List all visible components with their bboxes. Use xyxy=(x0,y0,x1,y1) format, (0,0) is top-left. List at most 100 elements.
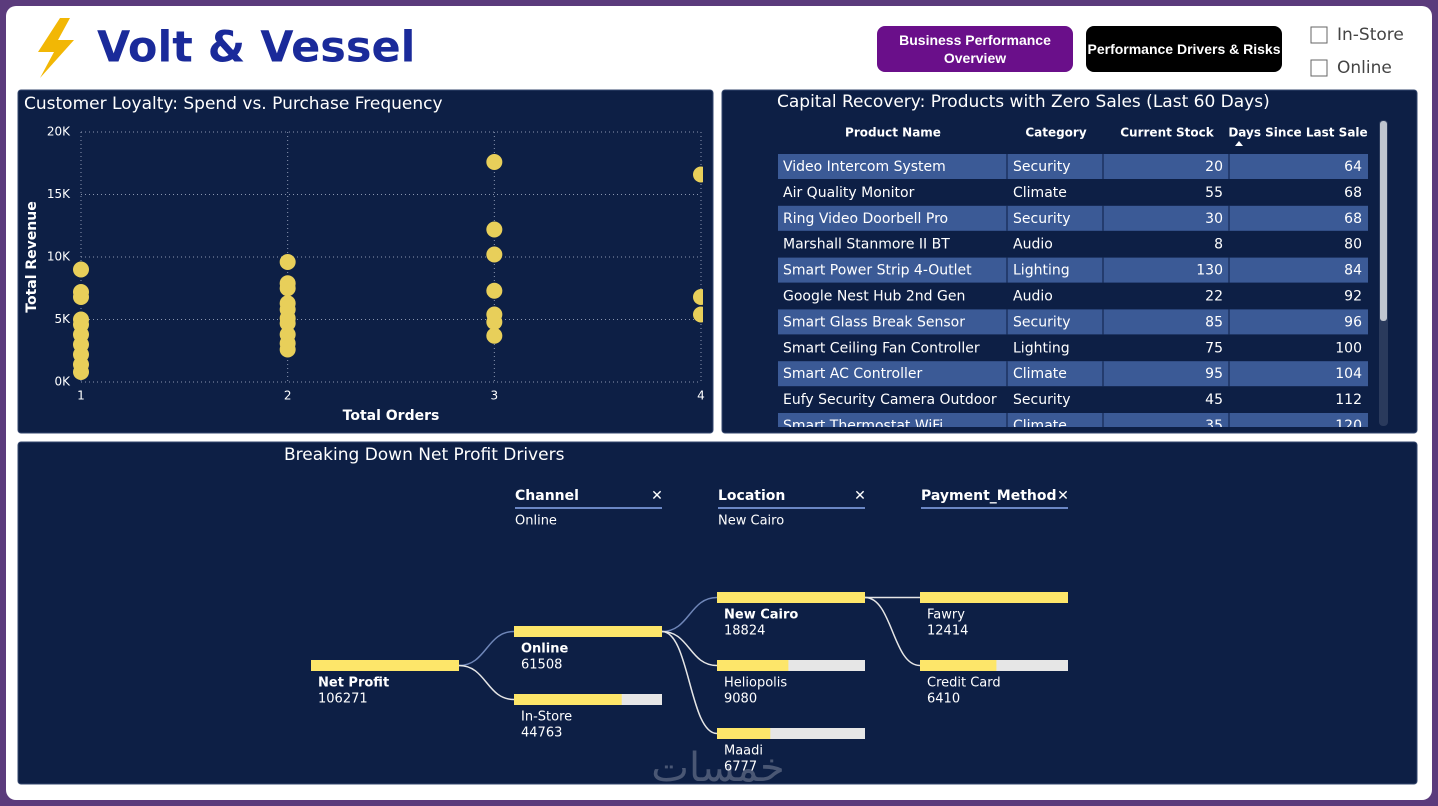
table-cell: 104 xyxy=(1335,366,1362,382)
node-label[interactable]: In-Store xyxy=(521,710,572,725)
nav-button[interactable] xyxy=(1086,26,1282,72)
node-label[interactable]: Heliopolis xyxy=(724,676,787,691)
level-selection: New Cairo xyxy=(718,514,784,529)
y-tick-label: 10K xyxy=(47,250,71,264)
column-header: Current Stock xyxy=(1120,126,1215,140)
nav-button-text[interactable]: Business Performance Overview xyxy=(877,26,1073,72)
table-cell: Ring Video Doorbell Pro xyxy=(783,211,948,227)
node-label[interactable]: New Cairo xyxy=(724,608,798,623)
table-cell: 84 xyxy=(1344,263,1362,279)
tree-link xyxy=(864,596,921,667)
table-cell: 120 xyxy=(1335,418,1362,434)
table-cell: Air Quality Monitor xyxy=(783,185,915,201)
y-axis-label: Total Revenue xyxy=(24,201,40,312)
tree-panel xyxy=(17,441,1418,785)
node-value: 44763 xyxy=(521,726,562,741)
bar xyxy=(717,728,771,739)
point xyxy=(73,289,89,305)
table-cell: Video Intercom System xyxy=(783,159,946,175)
nav-button[interactable] xyxy=(877,26,1073,72)
point xyxy=(486,154,503,170)
node-label[interactable]: Fawry xyxy=(927,608,965,623)
level-remove[interactable]: ✕ xyxy=(854,488,866,504)
table-cell: Climate xyxy=(1013,418,1067,434)
table-cell: 30 xyxy=(1205,211,1223,227)
checkbox-label[interactable]: In-Store xyxy=(1337,25,1404,45)
tree-link xyxy=(661,630,718,667)
table-cell: 20 xyxy=(1205,159,1223,175)
scatter-panel xyxy=(17,89,714,434)
table-cell: 95 xyxy=(1205,366,1223,382)
point xyxy=(73,261,89,278)
point xyxy=(486,327,503,344)
bar xyxy=(514,626,662,637)
x-tick-label: 1 xyxy=(77,389,85,403)
row-stripe xyxy=(778,413,1368,427)
level-remove[interactable]: ✕ xyxy=(1057,488,1069,504)
y-tick-label: 0K xyxy=(54,375,71,389)
table-cell: 68 xyxy=(1344,211,1362,227)
table-cell: 68 xyxy=(1344,185,1362,201)
bar-track xyxy=(717,660,865,671)
point xyxy=(486,282,503,299)
node-label[interactable]: Net Profit xyxy=(318,676,389,691)
y-tick-label: 20K xyxy=(47,125,71,139)
node-label[interactable]: Credit Card xyxy=(927,676,1001,691)
nav-button-label[interactable]: Business Performance Overview xyxy=(899,32,1051,66)
table-cell: Lighting xyxy=(1013,263,1070,279)
table-cell: Smart Thermostat WiFi xyxy=(783,418,943,434)
checkbox-label[interactable]: Online xyxy=(1337,58,1392,78)
point xyxy=(279,254,296,270)
table-cell: Smart Ceiling Fan Controller xyxy=(783,340,980,356)
level-field: Location xyxy=(718,488,785,504)
table-cell: Smart Glass Break Sensor xyxy=(783,314,965,330)
table-title: Capital Recovery: Products with Zero Sal… xyxy=(777,92,1270,112)
point xyxy=(73,364,89,380)
table-cell: 64 xyxy=(1344,159,1362,175)
watermark: خمسات xyxy=(651,745,784,791)
table-cell: Marshall Stanmore II BT xyxy=(783,237,950,253)
bar xyxy=(311,660,459,671)
node-value: 18824 xyxy=(724,624,765,639)
plot-area xyxy=(73,154,703,380)
tree-title: Breaking Down Net Profit Drivers xyxy=(284,445,565,465)
tree-link xyxy=(661,630,718,735)
checkbox[interactable] xyxy=(1310,26,1328,44)
nav-button-label[interactable]: Performance Drivers & Risks xyxy=(1087,41,1281,57)
sort-indicator[interactable] xyxy=(1235,141,1243,146)
point xyxy=(693,306,703,323)
table-cell: 92 xyxy=(1344,289,1362,305)
table-cell: Audio xyxy=(1013,289,1053,305)
node-label[interactable]: Maadi xyxy=(724,744,763,759)
app-title: Volt & Vessel xyxy=(97,23,415,73)
point xyxy=(693,289,703,305)
table-cell: Eufy Security Camera Outdoor xyxy=(783,392,997,408)
table-cell: 35 xyxy=(1205,418,1223,434)
x-tick-label: 4 xyxy=(697,389,705,403)
table-cell: Security xyxy=(1013,211,1071,227)
point xyxy=(279,280,296,297)
row-stripe xyxy=(778,361,1368,387)
nav-button-text[interactable]: Performance Drivers & Risks xyxy=(1086,26,1282,72)
checkbox[interactable] xyxy=(1310,59,1328,77)
logo xyxy=(38,18,74,78)
table-body: Video Intercom System Security 20 64 Air Qua… xyxy=(778,154,1368,434)
level-remove[interactable]: ✕ xyxy=(651,488,663,504)
table-cell: 45 xyxy=(1205,392,1223,408)
y-tick-label: 5K xyxy=(54,312,71,326)
table-cell: Security xyxy=(1013,392,1071,408)
table-cell: 112 xyxy=(1335,392,1362,408)
row-stripe xyxy=(778,154,1368,179)
table-cell: Climate xyxy=(1013,185,1067,201)
node-label[interactable]: Online xyxy=(521,642,568,657)
point xyxy=(486,246,503,263)
bar xyxy=(514,694,622,705)
bar xyxy=(717,592,865,603)
tree-link xyxy=(661,596,718,633)
table-cell: 22 xyxy=(1205,289,1223,305)
node-value: 12414 xyxy=(927,624,968,639)
column-header: Product Name xyxy=(845,126,941,140)
scrollbar-thumb[interactable] xyxy=(1380,121,1387,321)
